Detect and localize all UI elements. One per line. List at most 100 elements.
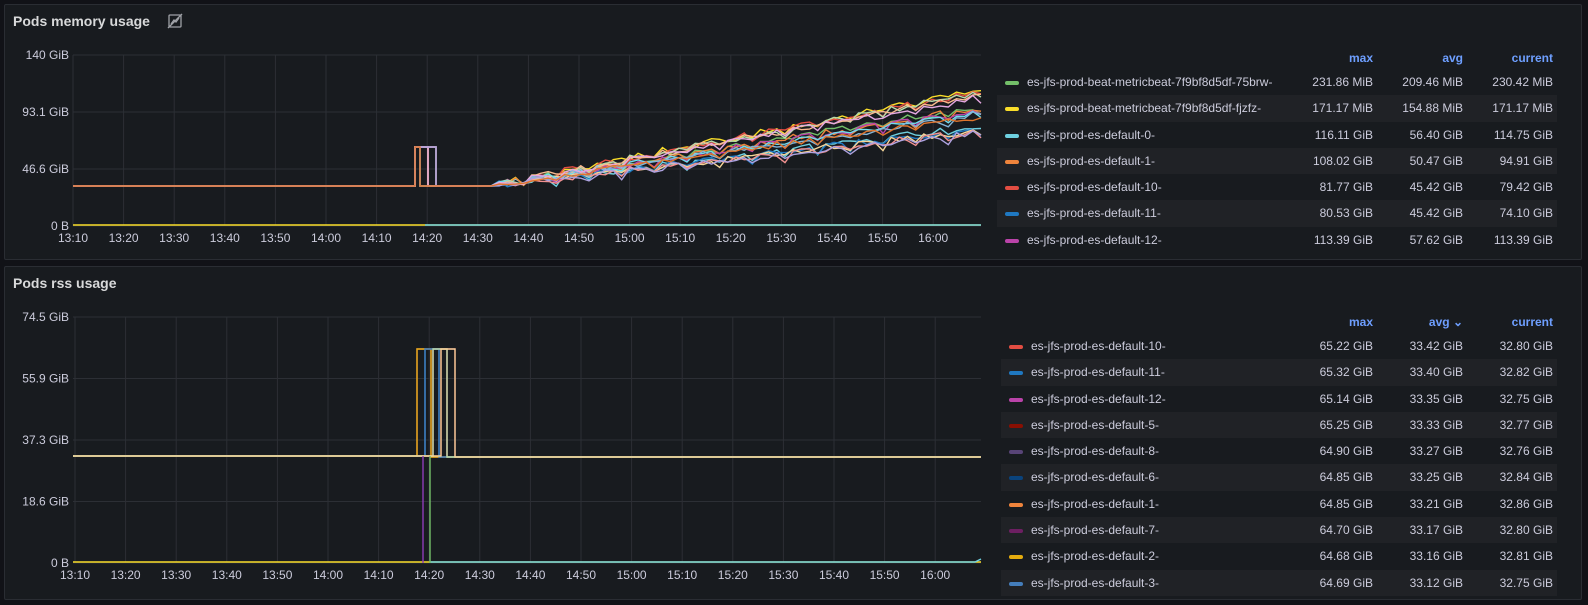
legend-row[interactable]: es-jfs-prod-beat-metricbeat-7f9bf8d5df-7… [997,69,1557,95]
legend-avg-value: 33.40 GiB [1409,365,1463,380]
legend-max-value: 113.39 GiB [1313,232,1373,247]
legend-series-name[interactable]: es-jfs-prod-es-default-6- [1031,470,1160,485]
legend-header-avg-label: avg [1428,315,1450,329]
legend-row[interactable]: es-jfs-prod-es-default-3- 64.69 GiB 33.12 … [1001,569,1557,596]
series-color-swatch[interactable] [1009,476,1023,481]
legend-row[interactable]: es-jfs-prod-es-default-11- 80.53 GiB 45.42… [997,200,1557,227]
series-line [73,348,981,458]
legend-series-name[interactable]: es-jfs-prod-es-default-12- [1027,232,1162,247]
series-line [73,91,982,187]
panel-title[interactable]: Pods memory usage [13,13,150,29]
x-tick-label: 14:20 [412,231,442,245]
legend-header-current[interactable]: current [1511,315,1553,329]
legend-row[interactable]: es-jfs-prod-es-default-2- 64.68 GiB 33.16 … [1001,543,1557,569]
series-color-swatch[interactable] [1009,397,1023,402]
legend-series-name[interactable]: es-jfs-prod-es-default-12- [1031,391,1166,406]
series-color-swatch[interactable] [1009,423,1023,428]
legend-row[interactable]: es-jfs-prod-es-default-6- 64.85 GiB 33.25 … [1001,464,1557,491]
legend-max-value: 116.11 GiB [1314,127,1373,142]
legend-series-name[interactable]: es-jfs-prod-es-default-1- [1027,153,1156,168]
legend-row[interactable]: es-jfs-prod-es-default-12- 65.14 GiB 33.35… [1001,386,1557,412]
legend-avg-value: 33.35 GiB [1409,391,1463,406]
series-color-swatch[interactable] [1005,186,1019,191]
rss-usage-chart[interactable]: 74.5 GiB 55.9 GiB 37.3 GiB 18.6 GiB 0 B13:10… [5,267,995,600]
series-line [73,348,981,458]
legend-series-name[interactable]: es-jfs-prod-es-default-0- [1027,127,1156,142]
series-color-swatch[interactable] [1009,502,1023,507]
legend-current-value: 32.86 GiB [1499,496,1553,511]
legend-series-name[interactable]: es-jfs-prod-es-default-10- [1027,180,1162,195]
legend-row[interactable]: es-jfs-prod-es-default-8- 64.90 GiB 33.27 … [1001,438,1557,464]
series-color-swatch[interactable] [1005,81,1019,85]
legend-series-name[interactable]: es-jfs-prod-es-default-11- [1027,206,1161,221]
series-color-swatch[interactable] [1009,450,1023,455]
legend-series-name[interactable]: es-jfs-prod-es-default-2- [1031,549,1160,564]
series-color-swatch[interactable] [1009,529,1023,534]
legend-series-name[interactable]: es-jfs-prod-es-default-8- [1031,444,1160,459]
legend-header: max avg ⌄ current [1001,311,1557,333]
legend-series-name[interactable]: es-jfs-prod-beat-metricbeat-7f9bf8d5df-7… [1027,75,1273,89]
panel-title[interactable]: Pods rss usage [13,275,117,291]
series-color-swatch[interactable] [1009,345,1023,349]
legend-row[interactable]: es-jfs-prod-es-default-10- 65.22 GiB 33.42… [1001,333,1557,359]
series-line [73,94,982,187]
legend-series-name[interactable]: es-jfs-prod-es-default-10- [1031,339,1166,353]
legend-header-max[interactable]: max [1348,51,1373,65]
y-tick-label: 37.3 GiB [22,433,69,447]
legend-avg-value: 154.88 MiB [1402,101,1463,116]
x-tick-label: 14:00 [311,231,341,245]
x-tick-label: 13:30 [159,231,189,245]
legend-row[interactable]: es-jfs-prod-es-default-0- 116.11 GiB 56.40… [997,122,1557,148]
series-line [73,90,982,187]
legend-max-value: 64.69 GiB [1319,575,1373,590]
legend-header-avg[interactable]: avg [1442,51,1463,65]
legend-avg-value: 33.21 GiB [1409,496,1463,511]
legend-row[interactable]: es-jfs-prod-es-default-12- 113.39 GiB 57.6… [997,227,1557,253]
x-tick-label: 16:00 [918,231,948,245]
panel-links-icon[interactable] [167,13,183,29]
memory-usage-chart[interactable]: 140 GiB 93.1 GiB 46.6 GiB 0 B13:10 13:20 13:3… [5,5,995,260]
legend-avg-value: 33.42 GiB [1409,339,1463,353]
x-tick-label: 13:50 [262,568,292,582]
x-tick-label: 15:00 [615,231,645,245]
series-line [73,117,982,187]
series-line [73,348,981,458]
chevron-down-icon: ⌄ [1449,315,1463,329]
legend-row[interactable]: es-jfs-prod-es-default-10- 81.77 GiB 45.42… [997,174,1557,200]
series-color-swatch[interactable] [1009,581,1023,586]
legend-row[interactable]: es-jfs-prod-es-default-5- 65.25 GiB 33.33 … [1001,411,1557,439]
series-line [73,129,982,187]
legend-header-avg[interactable]: avg ⌄ [1413,315,1463,329]
legend-current-value: 32.82 GiB [1499,365,1553,380]
legend-max-value: 65.25 GiB [1319,417,1373,432]
legend-avg-value: 33.25 GiB [1409,470,1463,485]
legend-current-value: 32.84 GiB [1499,470,1553,485]
legend-row[interactable]: es-jfs-prod-es-default-11- 65.32 GiB 33.40… [1001,359,1557,386]
legend-max-value: 64.68 GiB [1319,549,1373,564]
legend-series-name[interactable]: es-jfs-prod-es-default-11- [1031,365,1165,380]
series-color-swatch[interactable] [1005,133,1019,138]
series-line [73,348,981,458]
y-tick-label: 140 GiB [26,48,69,62]
legend-series-name[interactable]: es-jfs-prod-es-default-1- [1031,496,1160,511]
legend-row[interactable]: es-jfs-prod-beat-metricbeat-7f9bf8d5df-f… [997,95,1557,122]
legend-row[interactable]: es-jfs-prod-es-default-1- 108.02 GiB 50.47… [997,147,1557,175]
legend-row[interactable]: es-jfs-prod-es-default-7- 64.70 GiB 33.17 … [1001,517,1557,544]
series-color-swatch[interactable] [1005,159,1019,164]
legend-series-name[interactable]: es-jfs-prod-es-default-5- [1031,417,1160,432]
series-color-swatch[interactable] [1005,238,1019,243]
memory-legend: max avg current es-jfs-prod-beat-metricb… [997,47,1557,253]
series-line [73,348,981,458]
series-color-swatch[interactable] [1005,212,1019,217]
series-color-swatch[interactable] [1009,555,1023,560]
legend-header-max[interactable]: max [1348,315,1373,329]
legend-row[interactable]: es-jfs-prod-es-default-1- 64.85 GiB 33.21 … [1001,491,1557,517]
series-color-swatch[interactable] [1005,107,1019,112]
series-color-swatch[interactable] [1009,371,1023,376]
legend-series-name[interactable]: es-jfs-prod-es-default-7- [1031,523,1160,538]
legend-series-name[interactable]: es-jfs-prod-es-default-3- [1031,575,1160,590]
series-line [73,108,982,187]
legend-series-name[interactable]: es-jfs-prod-beat-metricbeat-7f9bf8d5df-f… [1027,101,1262,116]
legend-header-current[interactable]: current [1511,51,1553,65]
x-tick-label: 15:00 [617,568,647,582]
